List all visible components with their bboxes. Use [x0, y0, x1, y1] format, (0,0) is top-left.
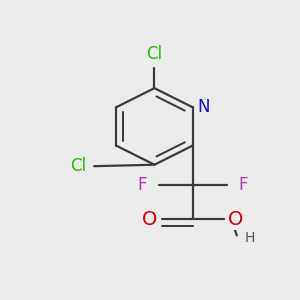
Text: Cl: Cl	[146, 45, 163, 63]
Text: F: F	[138, 176, 147, 194]
Text: H: H	[244, 231, 255, 245]
Text: N: N	[197, 98, 210, 116]
Text: O: O	[142, 210, 158, 229]
Text: Cl: Cl	[70, 157, 86, 175]
Text: O: O	[228, 210, 243, 229]
Text: F: F	[238, 176, 248, 194]
